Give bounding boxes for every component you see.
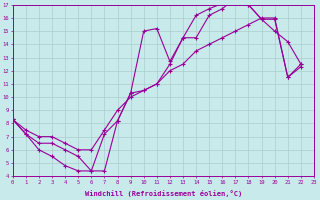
- X-axis label: Windchill (Refroidissement éolien,°C): Windchill (Refroidissement éolien,°C): [85, 190, 242, 197]
